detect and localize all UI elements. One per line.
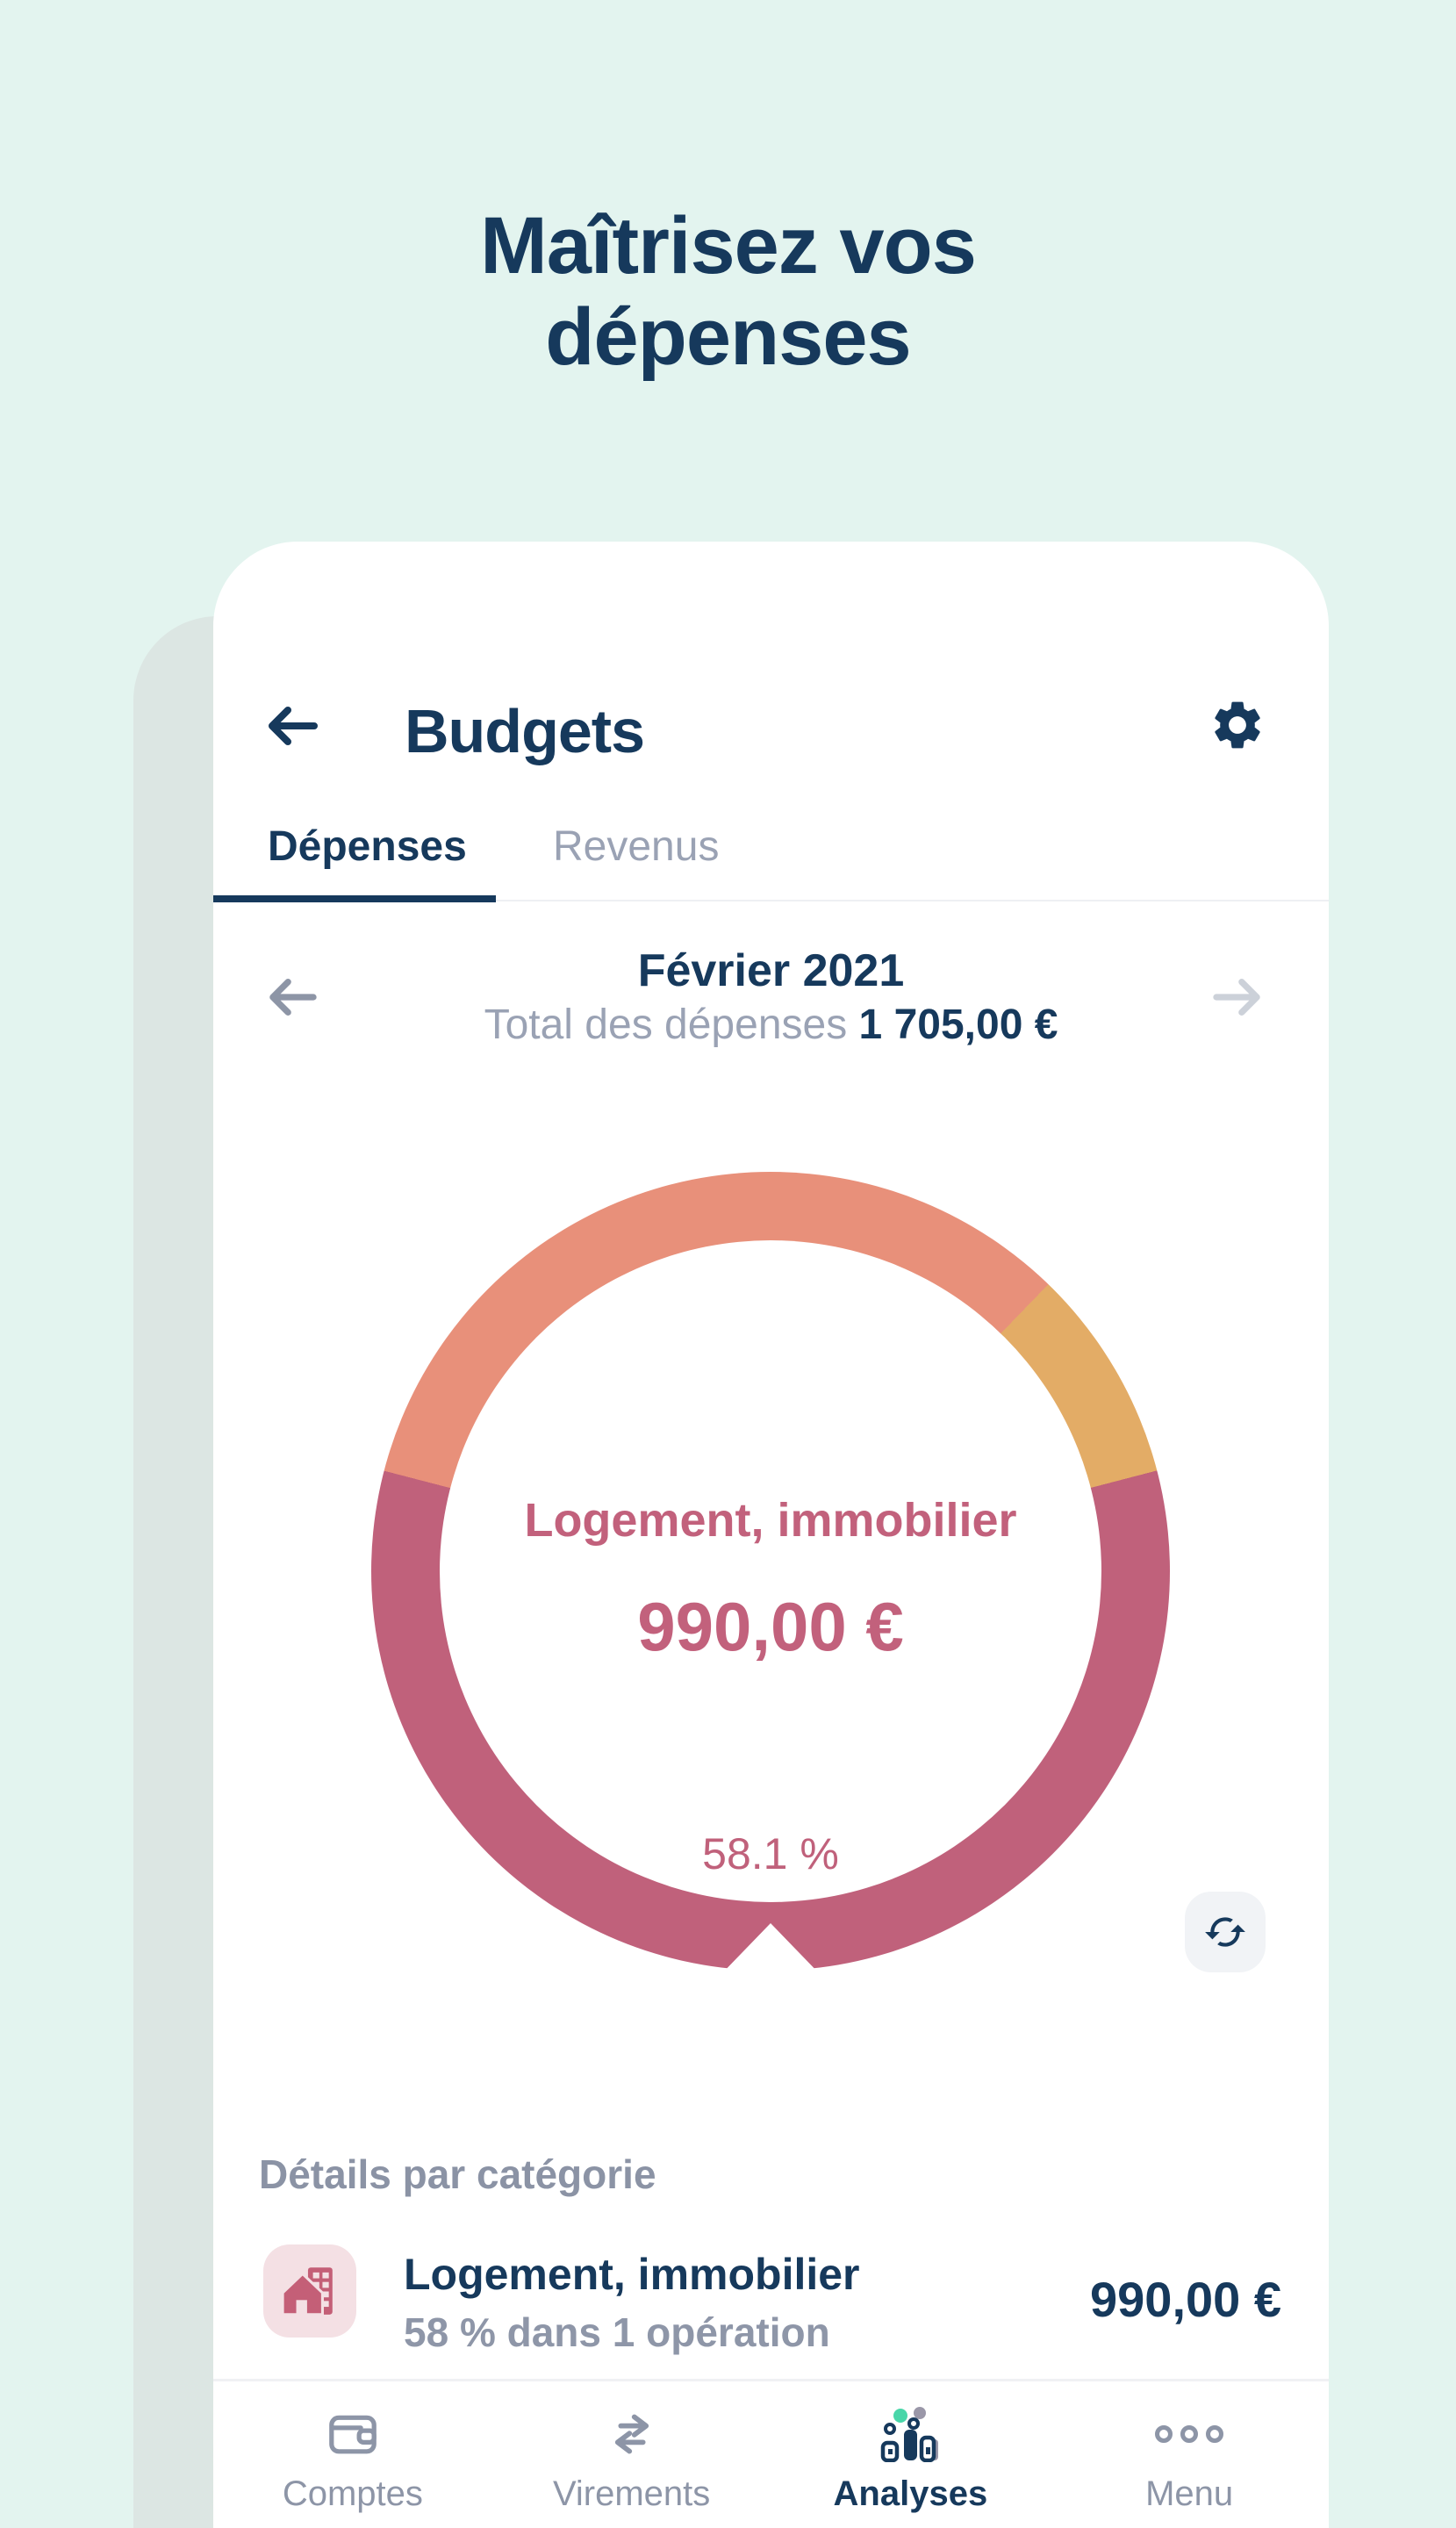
donut-category-label: Logement, immobilier (524, 1494, 1017, 1547)
tab-revenus[interactable]: Revenus (553, 823, 720, 870)
donut-hole (440, 1240, 1101, 1902)
page-title: Maîtrisez vos dépenses (0, 200, 1456, 383)
settings-button[interactable] (1209, 696, 1266, 754)
back-arrow-icon (269, 707, 318, 745)
month-label: Février 2021 (637, 945, 905, 996)
month-total: Total des dépenses 1 705,00 € (213, 1002, 1329, 1049)
screen-title: Budgets (405, 697, 645, 765)
category-amount: 990,00 € (1090, 2272, 1281, 2327)
tabs-separator (213, 900, 1329, 901)
back-button[interactable] (263, 702, 321, 750)
nav-item-comptes[interactable]: Comptes (213, 2381, 492, 2528)
category-icon-badge (263, 2244, 356, 2338)
transfer-arrows-icon (597, 2406, 667, 2462)
spending-donut-chart: Logement, immobilier 990,00 € 58.1 % (371, 1172, 1170, 1978)
total-value: 1 705,00 € (858, 1002, 1058, 1048)
nav-item-menu[interactable]: Menu (1050, 2381, 1329, 2528)
page-title-line2: dépenses (545, 292, 911, 382)
donut-percent-label: 58.1 % (702, 1829, 839, 1878)
category-subtitle: 58 % dans 1 opération (404, 2309, 830, 2355)
nav-label-comptes: Comptes (282, 2474, 423, 2513)
chevron-left-icon (269, 979, 317, 1016)
bottom-navbar: Comptes Virements (213, 2381, 1329, 2528)
details-section-title: Détails par catégorie (259, 2151, 656, 2197)
total-label: Total des dépenses (484, 1002, 848, 1048)
sync-arrows-icon (1205, 1917, 1245, 1947)
nav-label-virements: Virements (552, 2474, 711, 2513)
navbar-separator (213, 2379, 1329, 2381)
next-month-button[interactable] (1209, 974, 1266, 1020)
bar-chart-icon (873, 2406, 947, 2462)
nav-label-analyses: Analyses (833, 2474, 988, 2513)
active-tab-underline (213, 895, 496, 902)
wallet-icon (319, 2406, 387, 2462)
page-title-line1: Maîtrisez vos (480, 201, 977, 291)
donut-amount-label: 990,00 € (637, 1588, 904, 1665)
refresh-button[interactable] (1185, 1892, 1266, 1972)
nav-item-virements[interactable]: Virements (492, 2381, 771, 2528)
house-building-icon (281, 2267, 333, 2316)
previous-month-button[interactable] (264, 974, 320, 1020)
nav-label-menu: Menu (1145, 2474, 1234, 2513)
nav-item-analyses[interactable]: Analyses (771, 2381, 1051, 2528)
chevron-right-icon (1213, 979, 1260, 1016)
gear-icon (1215, 701, 1260, 749)
category-name: Logement, immobilier (404, 2250, 860, 2299)
three-circles-icon (1152, 2406, 1226, 2462)
tab-depenses[interactable]: Dépenses (268, 823, 467, 870)
budgets-card: Budgets Dépenses Revenus Février 2021 To… (213, 542, 1329, 2528)
